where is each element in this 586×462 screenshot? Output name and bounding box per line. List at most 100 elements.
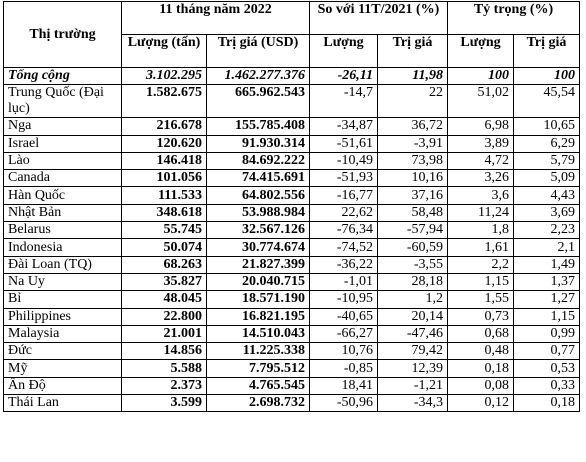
value-cell: 91.930.314 xyxy=(206,134,310,153)
qty-share-cell: 1,15 xyxy=(447,272,514,292)
total-qty-share: 100 xyxy=(447,66,514,86)
qty-share-cell: 3,6 xyxy=(447,186,514,205)
value-change-cell: 37,16 xyxy=(377,186,448,205)
table-row: Trung Quốc (Đại lục) 1.582.675 665.962.543… xyxy=(3,84,580,119)
qty-cell: 55.745 xyxy=(121,221,207,240)
qty-share-cell: 4,72 xyxy=(447,151,514,171)
value-cell: 18.571.190 xyxy=(206,290,310,309)
qty-cell: 101.056 xyxy=(121,169,207,188)
value-change-cell: -1,21 xyxy=(377,376,448,396)
value-share-cell: 1,37 xyxy=(513,272,580,292)
qty-share-cell: 6,98 xyxy=(447,117,514,136)
header-qty-share: Lượng xyxy=(447,34,514,68)
market-name: Lào xyxy=(3,151,122,171)
qty-cell: 2.373 xyxy=(121,376,207,396)
market-name: Trung Quốc (Đại lục) xyxy=(3,84,122,119)
value-share-cell: 0,77 xyxy=(513,342,580,361)
total-value-share: 100 xyxy=(513,66,580,86)
value-cell: 30.774.674 xyxy=(206,238,310,257)
table-row: Bỉ 48.045 18.571.190 -10,95 1,2 1,55 1,27 xyxy=(3,290,580,309)
value-change-cell: 73,98 xyxy=(377,151,448,171)
header-qty: Lượng (tấn) xyxy=(121,34,207,68)
value-cell: 4.765.545 xyxy=(206,376,310,396)
value-share-cell: 10,65 xyxy=(513,117,580,136)
value-cell: 53.988.984 xyxy=(206,203,310,223)
market-name: Canada xyxy=(3,169,122,188)
market-name: Indonesia xyxy=(3,238,122,257)
market-name: Nhật Bản xyxy=(3,203,122,223)
table-row: Canada 101.056 74.415.691 -51,93 10,16 3,26 5,… xyxy=(3,169,580,188)
market-name: Đức xyxy=(3,342,122,361)
value-cell: 665.962.543 xyxy=(206,84,310,119)
qty-change-cell: -10,95 xyxy=(309,290,378,309)
header-share: Tỷ trọng (%) xyxy=(447,1,580,35)
qty-cell: 22.800 xyxy=(121,307,207,326)
value-share-cell: 0,18 xyxy=(513,394,580,413)
value-share-cell: 0,53 xyxy=(513,359,580,378)
value-share-cell: 6,29 xyxy=(513,134,580,153)
qty-share-cell: 0,18 xyxy=(447,359,514,378)
table-row: Israel 120.620 91.930.314 -51,61 -3,91 3,89 6,… xyxy=(3,134,580,153)
qty-change-cell: -34,87 xyxy=(309,117,378,136)
value-share-cell: 3,69 xyxy=(513,203,580,223)
value-change-cell: 79,42 xyxy=(377,342,448,361)
qty-share-cell: 0,68 xyxy=(447,324,514,344)
value-change-cell: 12,39 xyxy=(377,359,448,378)
qty-change-cell: -14,7 xyxy=(309,84,378,119)
qty-cell: 216.678 xyxy=(121,117,207,136)
value-share-cell: 2,1 xyxy=(513,238,580,257)
market-name: Thái Lan xyxy=(3,394,122,413)
value-change-cell: 20,14 xyxy=(377,307,448,326)
qty-cell: 146.418 xyxy=(121,151,207,171)
value-change-cell: 22 xyxy=(377,84,448,119)
market-name: Belarus xyxy=(3,221,122,240)
table-row: Nga 216.678 155.785.408 -34,87 36,72 6,98 10,6… xyxy=(3,117,580,136)
value-cell: 74.415.691 xyxy=(206,169,310,188)
qty-cell: 111.533 xyxy=(121,186,207,205)
market-name: Mỹ xyxy=(3,359,122,378)
value-cell: 32.567.126 xyxy=(206,221,310,240)
table-row: Indonesia 50.074 30.774.674 -74,52 -60,59 1,6… xyxy=(3,238,580,257)
qty-change-cell: -16,77 xyxy=(309,186,378,205)
value-cell: 21.827.399 xyxy=(206,255,310,274)
qty-change-cell: -0,85 xyxy=(309,359,378,378)
qty-share-cell: 3,89 xyxy=(447,134,514,153)
qty-change-cell: -50,96 xyxy=(309,394,378,413)
qty-cell: 120.620 xyxy=(121,134,207,153)
market-name: Israel xyxy=(3,134,122,153)
value-cell: 155.785.408 xyxy=(206,117,310,136)
qty-cell: 1.582.675 xyxy=(121,84,207,119)
header-value-share: Trị giá xyxy=(513,34,580,68)
qty-cell: 3.599 xyxy=(121,394,207,413)
qty-share-cell: 51,02 xyxy=(447,84,514,119)
value-share-cell: 1,15 xyxy=(513,307,580,326)
qty-change-cell: -76,34 xyxy=(309,221,378,240)
total-name: Tổng cộng xyxy=(3,66,122,86)
market-name: Malaysia xyxy=(3,324,122,344)
qty-cell: 48.045 xyxy=(121,290,207,309)
value-change-cell: -34,3 xyxy=(377,394,448,413)
qty-change-cell: -1,01 xyxy=(309,272,378,292)
qty-share-cell: 11,24 xyxy=(447,203,514,223)
value-share-cell: 4,43 xyxy=(513,186,580,205)
value-change-cell: 58,48 xyxy=(377,203,448,223)
total-value: 1.462.277.376 xyxy=(206,66,310,86)
table-row: Malaysia 21.001 14.510.043 -66,27 -47,46 0,68… xyxy=(3,324,580,344)
total-qty-change: -26,11 xyxy=(309,66,378,86)
total-value-change: 11,98 xyxy=(377,66,448,86)
total-row: Tổng cộng 3.102.295 1.462.277.376 -26,11… xyxy=(3,66,580,86)
qty-share-cell: 1,61 xyxy=(447,238,514,257)
table-row: Mỹ 5.588 7.795.512 -0,85 12,39 0,18 0,53 xyxy=(3,359,580,378)
value-change-cell: 10,16 xyxy=(377,169,448,188)
value-cell: 2.698.732 xyxy=(206,394,310,413)
value-change-cell: 1,2 xyxy=(377,290,448,309)
table-row: Na Uy 35.827 20.040.715 -1,01 28,18 1,15 1,37 xyxy=(3,272,580,292)
value-share-cell: 2,23 xyxy=(513,221,580,240)
value-cell: 64.802.556 xyxy=(206,186,310,205)
header-value-change: Trị giá xyxy=(377,34,448,68)
qty-change-cell: -51,61 xyxy=(309,134,378,153)
value-share-cell: 1,27 xyxy=(513,290,580,309)
qty-share-cell: 2,2 xyxy=(447,255,514,274)
value-cell: 14.510.043 xyxy=(206,324,310,344)
table-row: Nhật Bản 348.618 53.988.984 22,62 58,48 11,24… xyxy=(3,203,580,223)
